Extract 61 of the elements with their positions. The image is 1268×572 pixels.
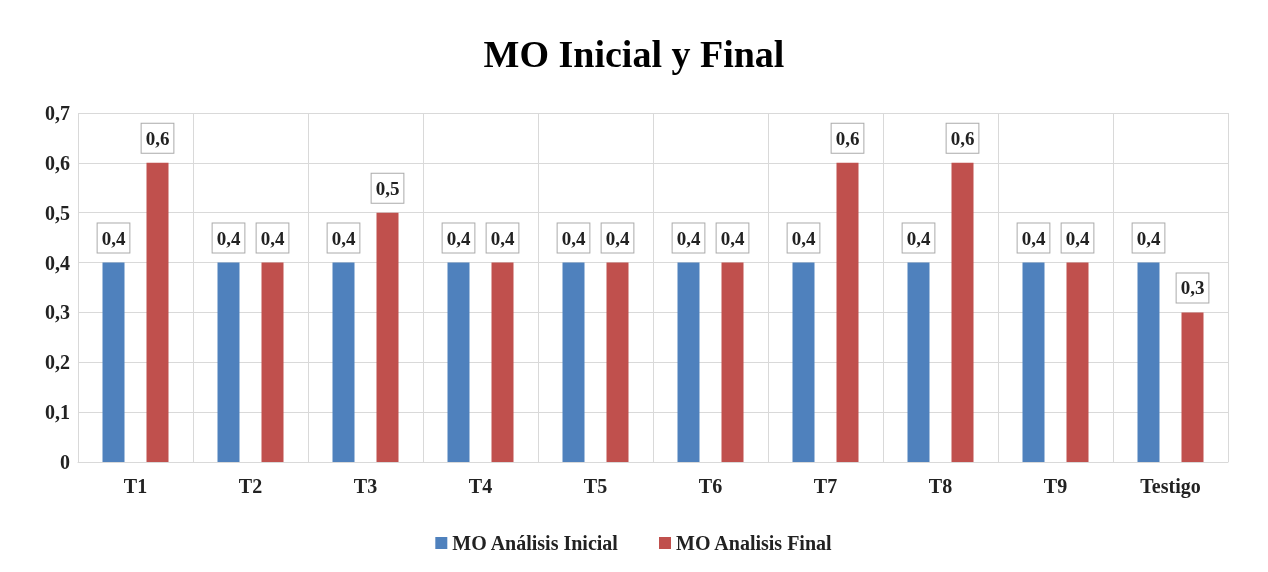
data-label: 0,4: [331, 227, 356, 249]
bar: [606, 262, 629, 462]
x-tick-label: T5: [583, 475, 608, 497]
x-tick-label: T6: [698, 475, 723, 497]
x-tick-label: T8: [928, 475, 953, 497]
bar: [1022, 262, 1045, 462]
chart-title: MO Inicial y Final: [483, 33, 785, 75]
data-label: 0,4: [1136, 227, 1161, 249]
bar: [677, 262, 700, 462]
data-label: 0,4: [720, 227, 745, 249]
x-tick-label: T1: [123, 475, 148, 497]
data-label: 0,4: [791, 227, 816, 249]
bar: [836, 162, 859, 462]
data-label: 0,4: [676, 227, 701, 249]
data-label: 0,6: [835, 127, 860, 149]
x-tick-label: T3: [353, 475, 378, 497]
bar: [217, 262, 240, 462]
data-label: 0,4: [561, 227, 586, 249]
data-label: 0,3: [1180, 277, 1205, 299]
legend-label: MO Analisis Final: [676, 532, 833, 554]
data-label: 0,4: [605, 227, 630, 249]
data-label: 0,6: [950, 127, 975, 149]
bar: [562, 262, 585, 462]
data-label: 0,6: [145, 127, 170, 149]
bar: [907, 262, 930, 462]
bar: [261, 262, 284, 462]
y-tick-label: 0,4: [45, 251, 70, 274]
y-tick-label: 0,3: [45, 301, 70, 324]
bar: [491, 262, 514, 462]
bar: [376, 212, 399, 462]
bar: [102, 262, 125, 462]
data-label: 0,4: [1021, 227, 1046, 249]
bar: [792, 262, 815, 462]
x-tick-label: T7: [813, 475, 838, 497]
legend-label: MO Análisis Inicial: [452, 532, 619, 554]
y-tick-label: 0,6: [45, 151, 70, 174]
bar: [146, 162, 169, 462]
bar: [332, 262, 355, 462]
y-tick-label: 0,7: [45, 102, 70, 124]
data-label: 0,4: [216, 227, 241, 249]
y-tick-label: 0: [60, 451, 70, 473]
x-tick-label: T4: [468, 475, 493, 497]
y-tick-label: 0,5: [45, 201, 70, 224]
data-label: 0,4: [260, 227, 285, 249]
data-label: 0,4: [490, 227, 515, 249]
data-label: 0,4: [906, 227, 931, 249]
y-tick-label: 0,2: [45, 351, 70, 374]
bar: [1137, 262, 1160, 462]
x-tick-label: Testigo: [1140, 475, 1201, 498]
data-label: 0,5: [375, 177, 400, 199]
x-tick-label: T9: [1043, 475, 1068, 497]
bar: [951, 162, 974, 462]
data-label: 0,4: [101, 227, 126, 249]
data-label: 0,4: [1065, 227, 1090, 249]
y-tick-label: 0,1: [45, 401, 70, 424]
data-label: 0,4: [446, 227, 471, 249]
x-tick-label: T2: [238, 475, 263, 497]
bar: [721, 262, 744, 462]
bar: [447, 262, 470, 462]
bar: [1181, 312, 1204, 462]
bar: [1066, 262, 1089, 462]
